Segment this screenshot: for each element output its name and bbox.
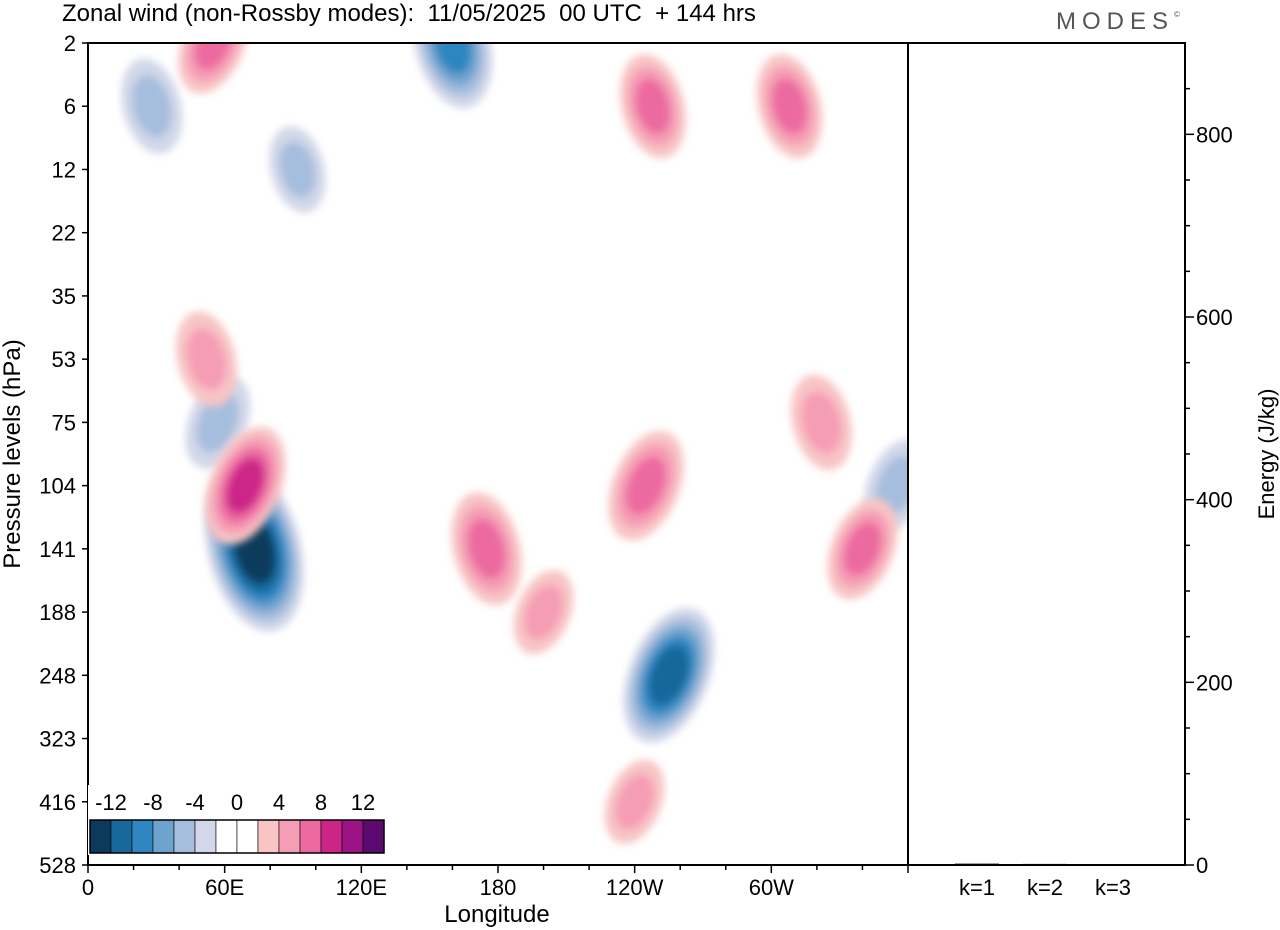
heatmap-feature: [204, 426, 286, 545]
colorbar-swatch: [278, 819, 301, 854]
energy-bar: [955, 863, 999, 865]
heatmap-feature: [756, 54, 823, 159]
colorbar-swatch: [320, 819, 343, 854]
x-axis-label: Longitude: [444, 901, 549, 928]
energy-bars: k=1 k=2 k=3: [955, 863, 1135, 900]
y-tick-label: 2: [64, 31, 76, 56]
heatmap-feature: [121, 58, 183, 154]
y-tick-label: 6: [64, 94, 76, 119]
y-tick-label: 53: [52, 347, 76, 372]
y-axis-label: Pressure levels (hPa): [0, 339, 26, 568]
colorbar-swatch: [362, 819, 385, 854]
heatmap-feature: [178, 43, 249, 94]
heatmap-field: [121, 43, 908, 844]
colorbar-swatch: [152, 819, 175, 854]
colorbar-swatch: [257, 819, 280, 854]
y-tick-label: 12: [52, 157, 76, 182]
energy-axis-label: Energy (J/kg): [1254, 389, 1279, 520]
x-tick-label: 60W: [749, 875, 794, 900]
y-tick-label: 141: [39, 537, 76, 562]
colorbar-swatch: [341, 819, 364, 854]
x-tick-label: 0: [82, 875, 94, 900]
colorbar-swatch: [110, 819, 133, 854]
heatmap-feature: [608, 430, 684, 541]
y-tick-label: 416: [39, 790, 76, 815]
energy-tick-label: 800: [1196, 122, 1233, 147]
chart-title: Zonal wind (non-Rossby modes): 11/05/202…: [62, 0, 756, 27]
heatmap-feature: [620, 54, 686, 159]
heatmap-feature: [175, 311, 237, 407]
x-axis: 0 60E 120E 180 120W 60W: [82, 865, 909, 900]
colorbar-swatch: [131, 819, 154, 854]
colorbar-tick-label: -4: [185, 790, 205, 815]
energy-category-label: k=1: [959, 875, 995, 900]
heatmap-feature: [790, 374, 852, 470]
heatmap-feature: [827, 498, 898, 600]
y-tick-label: 22: [52, 221, 76, 246]
logo-text: MODES: [1056, 8, 1175, 35]
heatmap-feature: [412, 43, 493, 109]
colorbar-swatch: [194, 819, 217, 854]
energy-category-label: k=2: [1027, 875, 1063, 900]
energy-tick-label: 400: [1196, 488, 1233, 513]
heatmap-feature: [623, 607, 715, 743]
y-tick-label: 323: [39, 727, 76, 752]
x-tick-label: 60E: [205, 875, 244, 900]
colorbar: -12 -8 -4 0 4 8 12: [88, 785, 386, 855]
colorbar-swatch: [236, 819, 259, 854]
y-tick-label: 248: [39, 663, 76, 688]
energy-tick-label: 600: [1196, 305, 1233, 330]
energy-tick-label: 0: [1196, 853, 1208, 878]
x-tick-label: 120E: [336, 875, 387, 900]
heatmap-feature: [513, 570, 574, 655]
energy-axis: 0 200 400 600 800: [1185, 87, 1233, 878]
energy-bar: [1023, 863, 1067, 865]
x-tick-label: 180: [480, 875, 517, 900]
logo-mark: ©: [1174, 10, 1180, 19]
y-tick-label: 188: [39, 600, 76, 625]
energy-bar: [1091, 864, 1135, 865]
heatmap-feature: [604, 759, 665, 844]
energy-tick-label: 200: [1196, 670, 1233, 695]
colorbar-tick-label: -8: [143, 790, 163, 815]
y-tick-label: 35: [52, 284, 76, 309]
heatmap-feature: [451, 492, 522, 606]
x-tick-label: 120W: [606, 875, 664, 900]
colorbar-swatch: [89, 819, 112, 854]
modes-logo: MODES©: [1056, 8, 1180, 36]
colorbar-swatch: [173, 819, 196, 854]
colorbar-tick-label: 4: [273, 790, 285, 815]
y-tick-label: 528: [39, 853, 76, 878]
colorbar-tick-label: 8: [315, 790, 327, 815]
y-tick-label: 75: [52, 410, 76, 435]
colorbar-swatch: [299, 819, 322, 854]
heatmap-feature: [269, 126, 326, 213]
energy-category-label: k=3: [1095, 875, 1131, 900]
colorbar-tick-label: 0: [231, 790, 243, 815]
colorbar-swatch: [215, 819, 238, 854]
y-tick-label: 104: [39, 474, 76, 499]
colorbar-tick-label: -12: [95, 790, 127, 815]
y-axis: 2 6 12 22 35 53 75 104 141 188 248 323 416 528: [39, 31, 88, 878]
colorbar-tick-label: 12: [351, 790, 375, 815]
energy-panel-frame: [907, 42, 1186, 866]
